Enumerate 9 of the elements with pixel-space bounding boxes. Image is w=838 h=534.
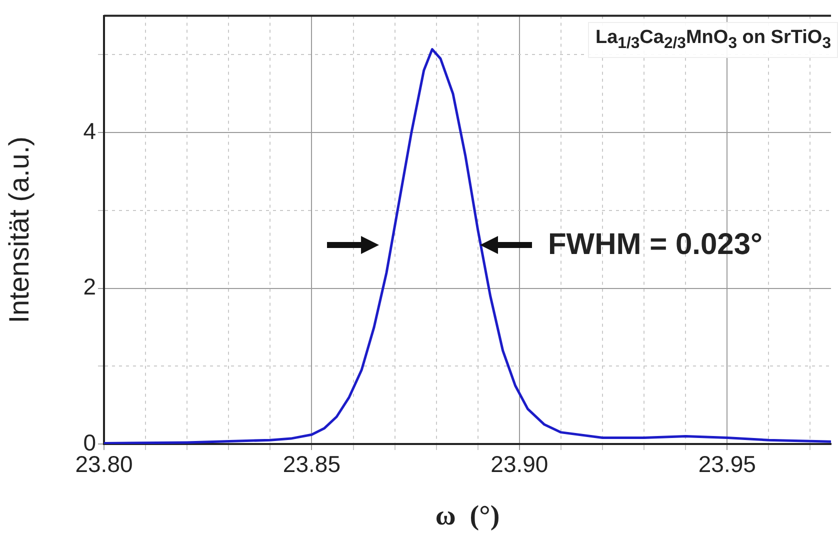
y-tick-label: 4 bbox=[83, 118, 96, 144]
x-tick-label: 23.90 bbox=[490, 451, 548, 478]
annotation: FWHM = 0.023° bbox=[548, 228, 763, 262]
y-axis-title: Intensität (a.u.) bbox=[4, 136, 35, 324]
x-tick-label: 23.85 bbox=[282, 451, 340, 478]
x-tick-label: 23.95 bbox=[698, 451, 756, 478]
y-tick-label: 2 bbox=[83, 274, 96, 300]
x-axis-title: ω (°) bbox=[435, 500, 500, 532]
annotation: La$_{1/3}$Ca$_{2/3}$MnO$_{3}$ on SrTiO$_{3}$ bbox=[588, 22, 838, 58]
